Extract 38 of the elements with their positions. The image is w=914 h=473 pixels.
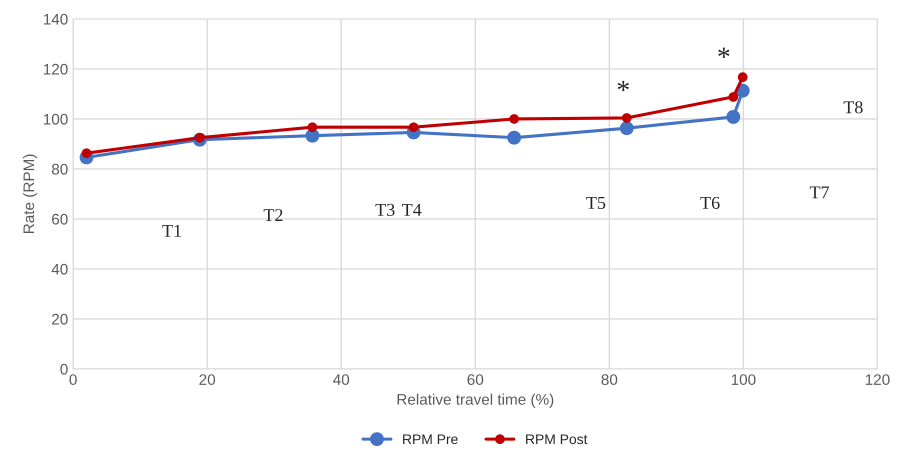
annotation: T5 — [586, 196, 606, 209]
x-tick-label: 120 — [866, 374, 890, 386]
point — [728, 92, 738, 102]
point — [726, 110, 740, 124]
annotation: T8 — [844, 101, 863, 114]
x-tick-label: 60 — [468, 374, 484, 386]
annotation: * — [718, 48, 730, 58]
point — [408, 122, 418, 132]
x-axis-title: Relative travel time (%) — [398, 394, 554, 408]
y-tick-label: 140 — [44, 14, 68, 25]
annotation: T4 — [402, 204, 422, 216]
x-tick-label: 100 — [732, 374, 756, 386]
y-tick-label: 0 — [60, 364, 68, 375]
point — [620, 121, 634, 136]
point — [507, 130, 522, 145]
annotation: T2 — [264, 209, 282, 222]
y-axis-title: Rate (RPM) — [22, 154, 38, 233]
x-tick-label: 40 — [333, 374, 350, 386]
annotation: * — [618, 80, 629, 92]
y-tick-label: 120 — [44, 64, 68, 75]
legend-label: RPM Pre — [403, 434, 458, 444]
point — [308, 122, 318, 132]
annotation: T7 — [810, 186, 830, 198]
y-tick-label: 100 — [44, 114, 68, 125]
legend-label: RPM Post — [526, 434, 588, 444]
point — [622, 113, 632, 123]
y-tick-label: 80 — [52, 164, 68, 175]
point — [509, 114, 520, 124]
x-tick-label: 0 — [69, 374, 77, 386]
y-tick-label: 20 — [52, 314, 68, 325]
annotation: T1 — [162, 224, 181, 237]
x-tick-label: 80 — [602, 374, 618, 386]
annotation: T6 — [700, 196, 720, 209]
point — [738, 72, 748, 82]
y-tick-label: 60 — [52, 214, 68, 225]
y-tick-label: 40 — [52, 264, 68, 275]
annotation: T3 — [375, 204, 395, 216]
x-tick-label: 20 — [199, 374, 216, 386]
